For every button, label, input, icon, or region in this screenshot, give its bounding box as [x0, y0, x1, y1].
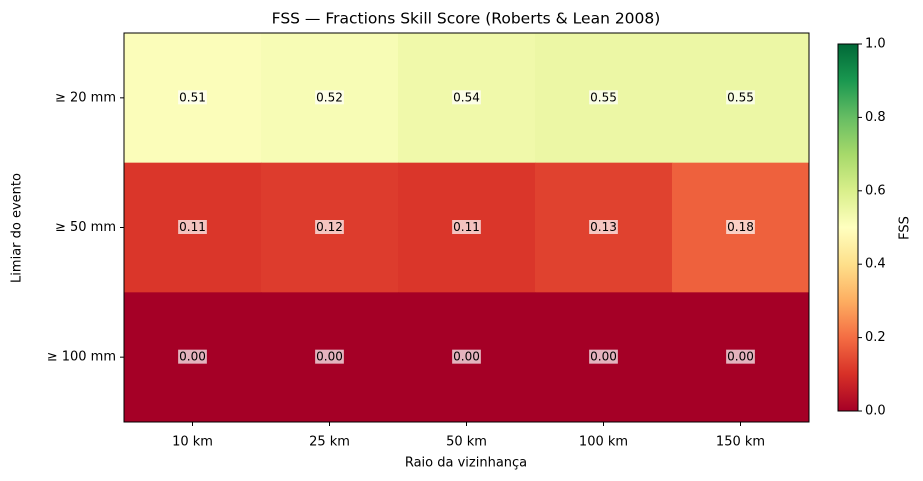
y-tick-label: ≥ 20 mm [55, 90, 116, 105]
x-tick-label: 10 km [172, 435, 213, 450]
value-label: 0.00 [316, 350, 343, 364]
value-label-box [452, 349, 481, 364]
value-label: 0.11 [453, 220, 480, 234]
value-label-box [315, 349, 344, 364]
colorbar-tick-label: 1.0 [865, 37, 886, 52]
x-tick-label: 100 km [579, 435, 628, 450]
value-label: 0.55 [590, 90, 617, 104]
x-tick-label: 150 km [716, 435, 765, 450]
value-label-box [589, 90, 618, 105]
value-label: 0.55 [727, 90, 754, 104]
value-label: 0.18 [727, 220, 754, 234]
value-label-box [726, 220, 755, 234]
x-tick-label: 25 km [309, 435, 350, 450]
value-label-box [589, 349, 618, 364]
value-label-box [452, 90, 481, 105]
y-tick-label: ≥ 100 mm [47, 350, 116, 365]
value-label: 0.00 [590, 350, 617, 364]
value-label-box [315, 90, 344, 105]
chart-title: FSS — Fractions Skill Score (Roberts & L… [272, 10, 661, 28]
colorbar-tick-label: 0.6 [865, 183, 886, 198]
x-axis-label: Raio da vizinhança [405, 456, 527, 471]
colorbar-label: FSS [898, 216, 913, 240]
value-label: 0.00 [727, 350, 754, 364]
value-label: 0.11 [179, 220, 206, 234]
value-label: 0.52 [316, 90, 343, 104]
colorbar-tick-label: 0.0 [865, 404, 886, 419]
y-axis-label: Limiar do evento [10, 173, 25, 283]
value-label-box [589, 220, 618, 234]
value-label: 0.13 [590, 220, 617, 234]
value-label: 0.00 [179, 350, 206, 364]
value-label-box [315, 220, 344, 234]
colorbar-tick-label: 0.4 [865, 257, 886, 272]
value-label: 0.12 [316, 220, 343, 234]
value-label-box [178, 90, 207, 105]
colorbar-tick-label: 0.2 [865, 330, 886, 345]
value-label-box [726, 90, 755, 105]
colorbar [837, 43, 859, 412]
value-label: 0.54 [453, 90, 480, 104]
value-label-box [726, 349, 755, 364]
value-label-box [452, 220, 481, 234]
value-label-box [178, 220, 207, 234]
y-tick-label: ≥ 50 mm [55, 220, 116, 235]
value-label-box [178, 349, 207, 364]
x-tick-label: 50 km [446, 435, 487, 450]
value-label: 0.00 [453, 350, 480, 364]
value-label: 0.51 [179, 90, 206, 104]
colorbar-tick-label: 0.8 [865, 110, 886, 125]
